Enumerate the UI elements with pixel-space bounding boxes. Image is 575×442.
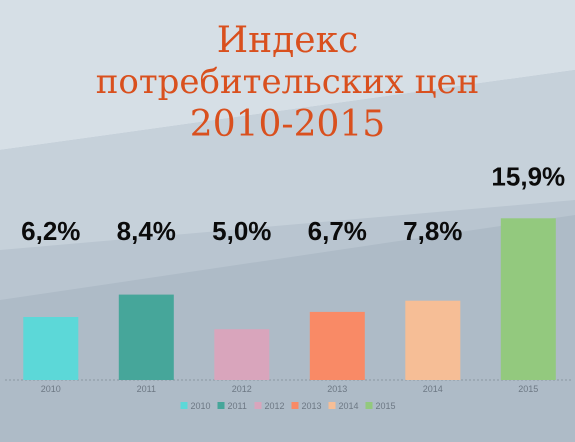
legend-label-2014: 2014 [339,401,359,411]
data-label-2015: 15,9% [491,161,565,191]
legend: 2010 2011 2012 2013 2014 2015 [180,401,396,411]
chart-title-line-2: потребительских цен [95,62,480,102]
x-tick-label-2015: 2015 [518,384,538,394]
data-label-2013: 6,7% [308,216,367,246]
legend-item-2011: 2011 [217,401,247,411]
bar-2014 [405,300,461,380]
legend-label-2013: 2013 [302,401,322,411]
legend-label-2015: 2015 [376,401,396,411]
bar-2011 [118,294,174,380]
bar-2012 [214,329,270,380]
legend-item-2015: 2015 [365,401,396,411]
chart-title-line-1: Индекс [216,20,359,61]
bar-2015 [500,218,556,380]
x-tick-label-2010: 2010 [41,384,61,394]
x-tick-label-2011: 2011 [137,384,156,394]
x-tick-label-2013: 2013 [327,384,347,394]
x-tick-label-2014: 2014 [423,384,443,394]
legend-swatch-2012 [254,402,262,409]
legend-swatch-2014 [328,402,336,409]
bar-2010 [23,317,79,380]
legend-item-2012: 2012 [254,401,285,411]
legend-label-2011: 2011 [228,401,247,411]
chart-title-line-3: 2010-2015 [189,104,386,145]
data-label-2012: 5,0% [212,216,271,246]
data-label-2011: 8,4% [117,216,176,246]
legend-item-2014: 2014 [328,401,359,411]
x-tick-label-2012: 2012 [232,384,252,394]
data-labels-layer: 6,2% 8,4% 5,0% 6,7% 7,8% 15,9% [21,161,565,246]
legend-item-2010: 2010 [180,401,211,411]
legend-swatch-2013 [291,402,299,409]
bars-layer [23,218,556,380]
legend-swatch-2015 [365,402,373,409]
legend-label-2010: 2010 [191,401,211,411]
legend-swatch-2011 [217,402,225,409]
data-label-2014: 7,8% [403,216,462,246]
legend-swatch-2010 [180,402,188,409]
legend-item-2013: 2013 [291,401,322,411]
bar-2013 [309,311,365,380]
legend-label-2012: 2012 [265,401,285,411]
x-tick-labels-layer: 2010 2011 2012 2013 2014 2015 [41,384,539,394]
data-label-2010: 6,2% [21,216,80,246]
